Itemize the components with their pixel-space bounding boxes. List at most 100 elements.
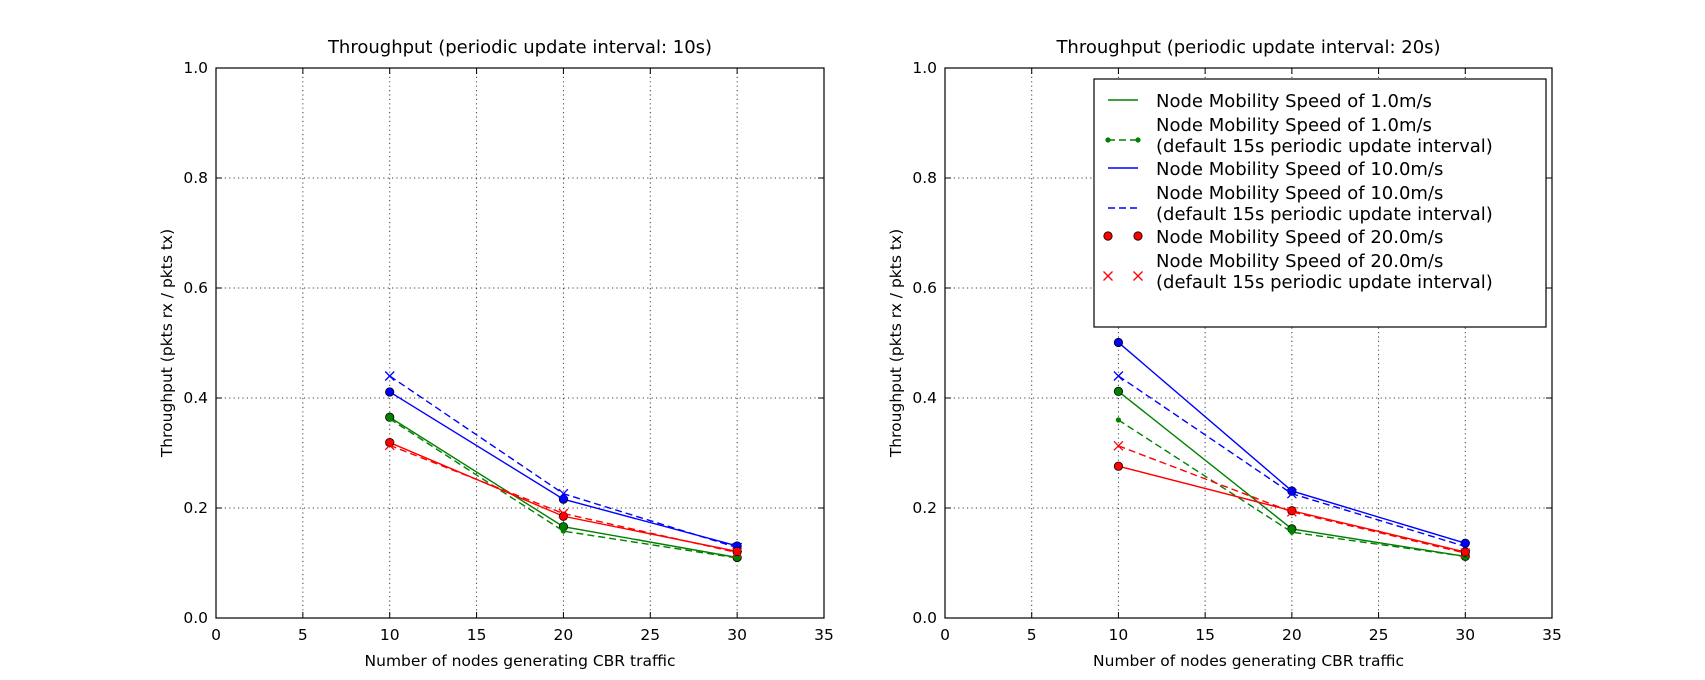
x-tick-label: 35 bbox=[1542, 626, 1562, 644]
legend-label: Node Mobility Speed of 20.0m/s bbox=[1156, 227, 1443, 248]
data-point bbox=[1133, 231, 1143, 241]
data-point-stroke bbox=[1113, 440, 1124, 451]
data-point bbox=[1113, 386, 1124, 396]
legend-label-line: Node Mobility Speed of 10.0m/s bbox=[1156, 183, 1443, 204]
data-point bbox=[1113, 461, 1124, 471]
x-tick-label: 0 bbox=[211, 626, 221, 644]
chart-title: Throughput (periodic update interval: 20… bbox=[1055, 37, 1440, 58]
data-point-stroke bbox=[1460, 548, 1471, 559]
y-tick-label: 0.6 bbox=[183, 279, 208, 297]
plot-frame bbox=[215, 67, 825, 619]
x-tick-label: 10 bbox=[380, 626, 400, 644]
x-tick-label: 25 bbox=[640, 626, 660, 644]
data-point bbox=[1115, 417, 1122, 423]
y-tick-label: 0.2 bbox=[912, 499, 937, 517]
y-tick-label: 0.2 bbox=[183, 499, 208, 517]
data-point bbox=[384, 371, 395, 381]
data-point bbox=[1135, 137, 1141, 143]
legend-label: Node Mobility Speed of 10.0m/s bbox=[1156, 159, 1443, 180]
data-point bbox=[1133, 271, 1143, 281]
series-line bbox=[1118, 375, 1466, 548]
data-point bbox=[1286, 506, 1297, 517]
data-point bbox=[734, 555, 740, 561]
data-point bbox=[558, 494, 569, 504]
chart-title: Throughput (periodic update interval: 10… bbox=[327, 37, 712, 58]
data-point-stroke bbox=[1113, 371, 1124, 381]
series-line bbox=[389, 418, 738, 559]
data-point bbox=[558, 508, 569, 519]
legend-label-line: (default 15s periodic update interval) bbox=[1156, 204, 1493, 225]
data-point-stroke bbox=[1286, 488, 1297, 499]
legend-label-line: (default 15s periodic update interval) bbox=[1156, 136, 1493, 157]
series-line bbox=[1118, 445, 1466, 554]
legend-label: Node Mobility Speed of 20.0m/s (default 1… bbox=[1156, 251, 1493, 293]
legend-label: Node Mobility Speed of 1.0m/s bbox=[1156, 91, 1432, 112]
data-point-stroke bbox=[384, 371, 395, 381]
data-point bbox=[560, 528, 567, 534]
y-tick-label: 0.0 bbox=[912, 609, 937, 627]
data-point bbox=[1460, 548, 1471, 559]
legend-label-line: Node Mobility Speed of 20.0m/s bbox=[1156, 251, 1443, 272]
data-point bbox=[387, 416, 393, 422]
legend-label-line: Node Mobility Speed of 1.0m/s bbox=[1156, 115, 1432, 136]
legend-label-line: (default 15s periodic update interval) bbox=[1156, 272, 1493, 293]
x-tick-label: 25 bbox=[1369, 626, 1389, 644]
x-tick-label: 15 bbox=[1195, 626, 1215, 644]
y-tick-label: 0.8 bbox=[912, 169, 937, 187]
legend-label: Node Mobility Speed of 1.0m/s (default 15… bbox=[1156, 115, 1493, 157]
data-point-stroke bbox=[732, 547, 743, 558]
y-tick-label: 0.4 bbox=[183, 389, 208, 407]
data-point bbox=[732, 547, 743, 558]
data-point bbox=[385, 437, 395, 448]
x-tick-label: 35 bbox=[814, 626, 834, 644]
series-line bbox=[1118, 419, 1466, 558]
x-tick-label: 30 bbox=[727, 626, 747, 644]
x-tick-label: 10 bbox=[1109, 626, 1129, 644]
y-tick-label: 0.8 bbox=[183, 169, 208, 187]
y-axis-label: Throughput (pkts rx / pkts tx) bbox=[887, 229, 905, 458]
chart-panel-1: 0 5 10 15 20 25 30 35 0.0 0.2 0.4 0.6 0.8 1.0 Throughp… bbox=[158, 37, 834, 670]
data-point bbox=[1113, 371, 1124, 381]
x-axis-label: Number of nodes generating CBR traffic bbox=[1093, 652, 1404, 670]
legend-box bbox=[1093, 78, 1547, 328]
legend-label-line: Node Mobility Speed of 20.0m/s bbox=[1156, 227, 1443, 248]
data-point bbox=[1105, 137, 1111, 143]
x-tick-label: 20 bbox=[554, 626, 574, 644]
data-point bbox=[1460, 547, 1470, 557]
x-tick-label: 15 bbox=[467, 626, 487, 644]
x-tick-label: 30 bbox=[1455, 626, 1475, 644]
legend-item: Node Mobility Speed of 1.0m/s (default 15… bbox=[1105, 115, 1493, 157]
y-axis-label: Throughput (pkts rx / pkts tx) bbox=[158, 229, 176, 458]
x-tick-label: 0 bbox=[940, 626, 950, 644]
legend-label-line: Node Mobility Speed of 1.0m/s bbox=[1156, 91, 1432, 112]
data-point bbox=[558, 488, 569, 499]
legend-label-line: Node Mobility Speed of 10.0m/s bbox=[1156, 159, 1443, 180]
legend-item: Node Mobility Speed of 1.0m/s bbox=[1108, 91, 1432, 112]
data-point-stroke bbox=[558, 508, 569, 519]
data-point bbox=[1289, 529, 1295, 535]
data-point bbox=[732, 546, 742, 557]
data-point-stroke bbox=[1286, 506, 1297, 517]
x-axis-label: Number of nodes generating CBR traffic bbox=[365, 652, 676, 670]
x-tick-label: 5 bbox=[298, 626, 308, 644]
legend-label: Node Mobility Speed of 10.0m/s (default 1… bbox=[1156, 183, 1493, 225]
data-point bbox=[1286, 488, 1297, 499]
legend-item: Node Mobility Speed of 10.0m/s (default 1… bbox=[1108, 183, 1493, 225]
y-tick-label: 0.4 bbox=[912, 389, 937, 407]
data-point bbox=[1103, 231, 1113, 241]
y-tick-label: 0.6 bbox=[912, 279, 937, 297]
x-tick-label: 5 bbox=[1027, 626, 1037, 644]
y-tick-label: 0.0 bbox=[183, 609, 208, 627]
data-point bbox=[1113, 337, 1124, 348]
data-point-stroke bbox=[384, 440, 395, 451]
legend-item: Node Mobility Speed of 20.0m/s (default 1… bbox=[1103, 251, 1493, 293]
data-point-stroke bbox=[1133, 271, 1143, 281]
data-point bbox=[384, 440, 395, 451]
data-point bbox=[385, 387, 395, 397]
x-tick-label: 20 bbox=[1282, 626, 1302, 644]
plot-frame bbox=[944, 67, 1553, 619]
y-tick-label: 1.0 bbox=[912, 59, 937, 77]
data-point-stroke bbox=[558, 488, 569, 499]
